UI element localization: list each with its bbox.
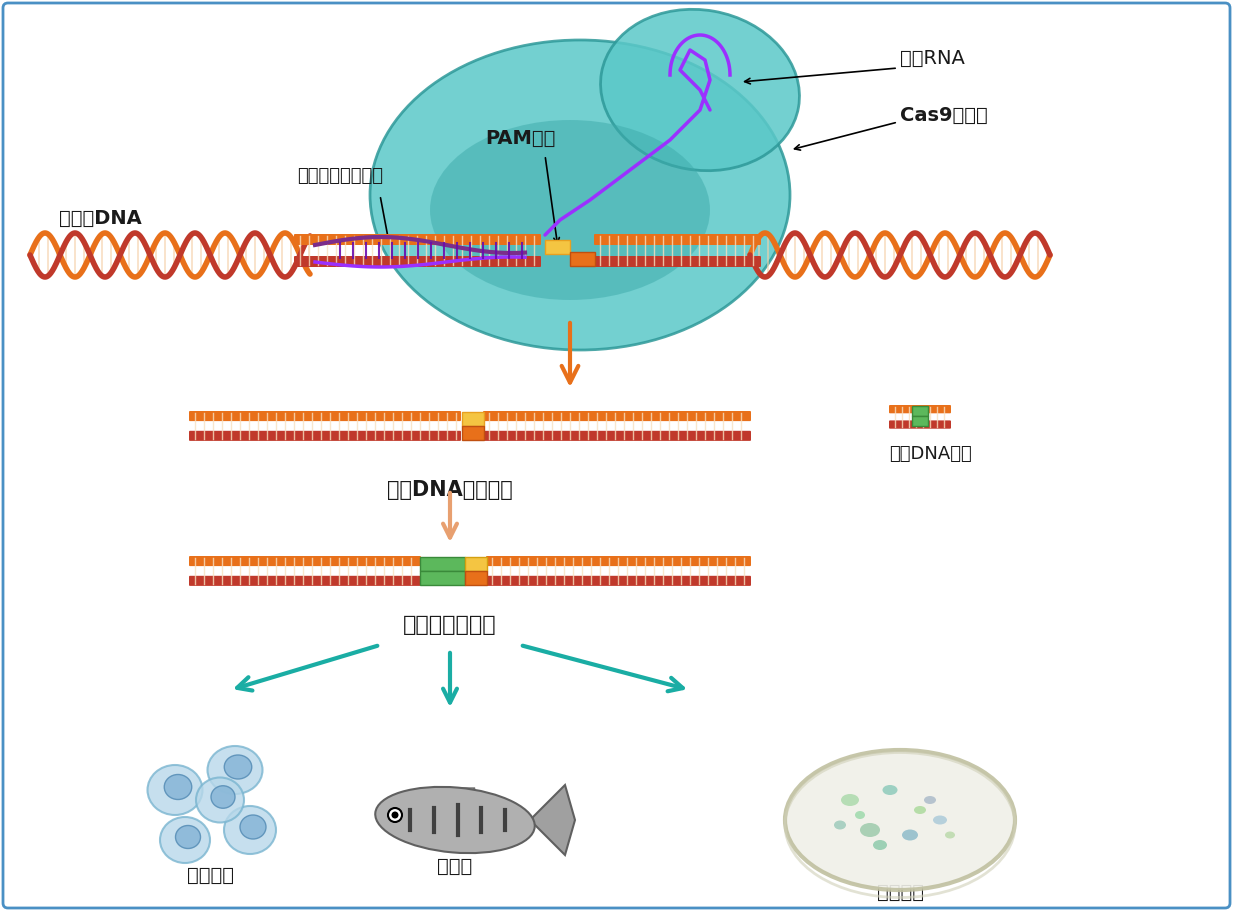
FancyBboxPatch shape [486,556,751,566]
FancyBboxPatch shape [594,234,761,245]
FancyArrowPatch shape [443,653,457,702]
Text: 人体细胞: 人体细胞 [186,866,233,885]
Ellipse shape [944,832,956,838]
Ellipse shape [873,840,887,850]
FancyBboxPatch shape [594,256,761,267]
Ellipse shape [175,825,201,848]
Ellipse shape [933,815,947,824]
Ellipse shape [207,746,263,794]
Text: PAM序列: PAM序列 [485,129,555,148]
Text: 向导RNA: 向导RNA [900,48,965,67]
FancyBboxPatch shape [486,576,751,586]
Text: 与基因组序列匹配: 与基因组序列匹配 [297,167,383,185]
Ellipse shape [370,40,790,350]
FancyBboxPatch shape [483,411,751,421]
Ellipse shape [196,777,244,823]
Text: 细菌细胞: 细菌细胞 [877,883,924,902]
Ellipse shape [148,765,202,815]
Ellipse shape [164,774,192,800]
Bar [912,416,928,426]
Ellipse shape [600,9,799,170]
FancyBboxPatch shape [293,234,541,245]
FancyBboxPatch shape [2,3,1231,908]
Text: 基因组靶向修饰: 基因组靶向修饰 [403,615,497,635]
Ellipse shape [854,811,866,819]
Ellipse shape [388,808,402,822]
FancyBboxPatch shape [889,405,951,414]
FancyArrowPatch shape [443,493,457,537]
Ellipse shape [914,806,926,814]
Ellipse shape [240,815,266,839]
Bar [545,240,570,254]
FancyArrowPatch shape [523,646,683,691]
Bar [420,557,465,571]
Ellipse shape [430,120,710,300]
Bar [912,406,928,416]
FancyBboxPatch shape [293,256,541,267]
Ellipse shape [903,830,919,841]
FancyBboxPatch shape [483,431,751,441]
Ellipse shape [375,787,535,853]
FancyBboxPatch shape [189,556,420,566]
Ellipse shape [211,786,236,808]
Bar [570,252,596,266]
Bar [465,557,487,571]
Ellipse shape [392,812,398,818]
Ellipse shape [224,806,276,854]
Ellipse shape [883,785,898,795]
Ellipse shape [841,794,859,806]
Ellipse shape [924,796,936,804]
Text: Cas9内切酶: Cas9内切酶 [900,106,988,125]
Text: 供体DNA分子: 供体DNA分子 [889,445,972,463]
Ellipse shape [834,821,846,830]
FancyBboxPatch shape [189,431,461,441]
FancyBboxPatch shape [889,420,951,429]
FancyBboxPatch shape [189,411,461,421]
Text: 基因组DNA: 基因组DNA [59,209,142,228]
Ellipse shape [859,823,880,837]
Text: 双链DNA断裂修复: 双链DNA断裂修复 [387,480,513,500]
Polygon shape [435,788,475,805]
Bar [462,426,485,440]
Bar [465,571,487,585]
FancyArrowPatch shape [237,646,377,691]
Polygon shape [530,785,575,855]
Ellipse shape [160,817,210,863]
FancyArrowPatch shape [562,322,578,383]
Bar [420,571,465,585]
FancyBboxPatch shape [189,576,420,586]
Text: 斑马鱼: 斑马鱼 [438,857,472,876]
Bar [462,412,485,426]
Ellipse shape [224,755,252,779]
Ellipse shape [785,750,1015,890]
